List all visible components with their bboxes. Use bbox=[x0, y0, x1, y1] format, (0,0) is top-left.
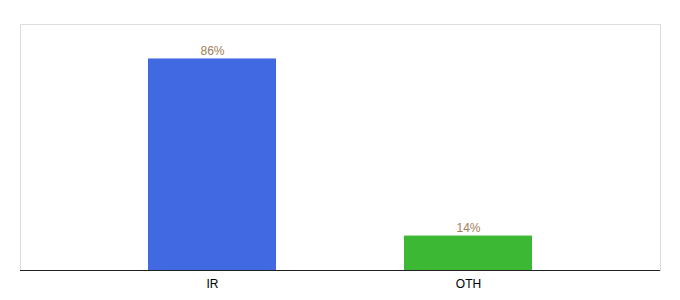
svg-text:14%: 14% bbox=[456, 221, 480, 235]
svg-text:86%: 86% bbox=[200, 44, 224, 58]
svg-text:IR: IR bbox=[207, 277, 219, 291]
svg-text:OTH: OTH bbox=[456, 277, 481, 291]
